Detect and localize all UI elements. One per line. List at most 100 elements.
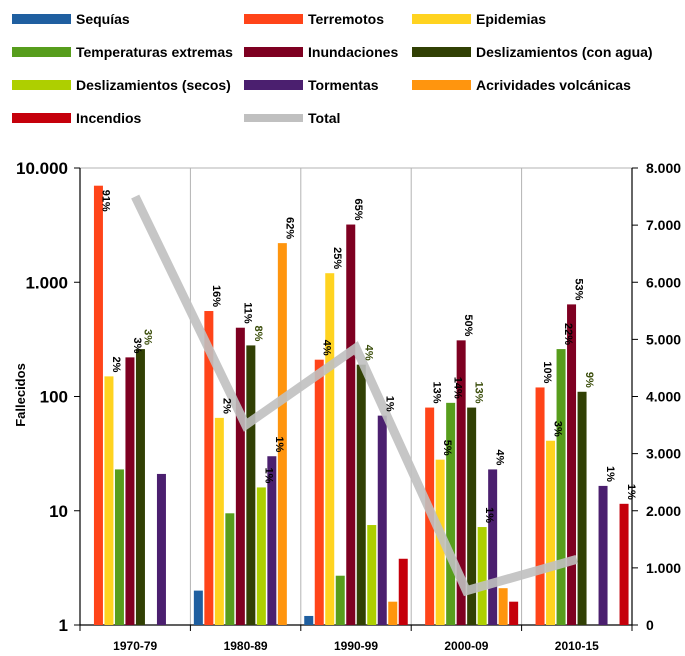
bar — [346, 224, 356, 625]
legend-label: Deslizamientos (secos) — [76, 77, 231, 93]
bar-label: 25% — [331, 247, 343, 269]
bar — [535, 387, 545, 625]
x-tick-label: 1970-79 — [113, 639, 157, 653]
bar-label: 1% — [262, 468, 274, 484]
y-tick-label: 100 — [40, 388, 68, 407]
bar-label: 50% — [462, 314, 474, 336]
y-tick-label: 1 — [59, 616, 68, 635]
bar — [156, 473, 166, 625]
bar-label: 8% — [252, 326, 264, 342]
legend-swatch — [244, 114, 303, 122]
bar — [456, 340, 466, 625]
y-tick-label: 10 — [49, 502, 68, 521]
bar — [556, 349, 566, 625]
legend-swatch — [12, 14, 71, 24]
y2-tick-label: 1.000 — [646, 560, 681, 576]
x-tick-label: 2000-09 — [444, 639, 488, 653]
legend-label: Inundaciones — [308, 44, 398, 60]
bar-label: 4% — [362, 345, 374, 361]
legend-label: Sequías — [76, 11, 130, 27]
bar-label: 1% — [483, 507, 495, 523]
y2-tick-label: 0 — [646, 617, 654, 633]
legend-label: Deslizamientos (con agua) — [476, 44, 653, 60]
bar — [619, 503, 629, 625]
bar-label: 65% — [352, 199, 364, 221]
legend-label: Tormentas — [308, 77, 379, 93]
bar — [335, 575, 345, 625]
bar — [256, 487, 266, 625]
bar-label: 1% — [604, 466, 616, 482]
bar — [467, 407, 477, 625]
total-series-line — [131, 194, 579, 597]
bar — [598, 485, 608, 625]
bar-label: 22% — [562, 323, 574, 345]
bar — [577, 391, 587, 625]
bar — [509, 601, 519, 625]
legend-swatch — [244, 47, 303, 57]
bar — [446, 402, 456, 625]
bar-label: 4% — [320, 340, 332, 356]
y2-tick-label: 4.000 — [646, 389, 681, 405]
bar — [235, 327, 245, 625]
legend-swatch — [244, 14, 303, 24]
bar — [546, 440, 556, 625]
x-tick-label: 1990-99 — [334, 639, 378, 653]
bar-label: 62% — [283, 217, 295, 239]
bar-label: 13% — [431, 382, 443, 404]
bar-label: 4% — [494, 450, 506, 466]
bar — [567, 304, 577, 625]
legend-label: Temperaturas extremas — [76, 44, 233, 60]
legend-swatch — [412, 80, 471, 90]
x-tick-label: 2010-15 — [555, 639, 599, 653]
bar-label: 1% — [383, 396, 395, 412]
legend-label: Total — [308, 110, 340, 126]
y2-tick-label: 5.000 — [646, 331, 681, 347]
total-line — [131, 194, 579, 597]
bar-label: 2% — [110, 356, 122, 372]
bar-label: 11% — [241, 302, 253, 324]
bar — [204, 311, 214, 625]
bar-label: 53% — [573, 278, 585, 300]
axes: 1 10 100 1.000 10.000 0 1.000 2.000 3.000 4.000 5.… — [16, 159, 681, 653]
bar — [267, 456, 277, 625]
y2-tick-label: 3.000 — [646, 446, 681, 462]
bar-label: 10% — [541, 361, 553, 383]
bar-label: 3% — [552, 421, 564, 437]
bar — [304, 615, 314, 625]
legend-swatch — [12, 113, 71, 123]
legend-swatch — [412, 47, 471, 57]
legend-swatch — [412, 14, 471, 24]
bar — [104, 376, 114, 625]
bar-label: 3% — [131, 337, 143, 353]
y2-tick-label: 8.000 — [646, 160, 681, 176]
bar — [314, 359, 324, 625]
bar — [477, 527, 487, 625]
legend-label: Terremotos — [308, 11, 384, 27]
bar-labels: 91%2%3%3%16%2%11%8%1%1%62%4%25%65%4%1%13… — [99, 190, 637, 524]
bar — [214, 417, 224, 625]
bar — [193, 590, 203, 625]
bar — [377, 415, 387, 625]
bars — [93, 185, 629, 625]
y2-tick-label: 2.000 — [646, 503, 681, 519]
bar — [388, 601, 398, 625]
bar — [356, 364, 366, 625]
legend: Sequías Terremotos Epidemias Temperaturas e… — [12, 11, 653, 126]
bar-label: 1% — [625, 484, 637, 500]
legend-label: Epidemias — [476, 11, 546, 27]
bar-label: 16% — [210, 285, 222, 307]
y-tick-label: 10.000 — [16, 159, 68, 178]
y-axis-label: Fallecidos — [13, 363, 28, 427]
y2-tick-label: 6.000 — [646, 274, 681, 290]
bar-label: 1% — [273, 436, 285, 452]
bar — [135, 349, 145, 625]
y2-tick-label: 7.000 — [646, 217, 681, 233]
legend-swatch — [244, 80, 303, 90]
bar — [277, 243, 287, 625]
legend-swatch — [12, 80, 71, 90]
bar-label: 13% — [473, 382, 485, 404]
bar — [498, 588, 508, 625]
bar — [488, 469, 498, 625]
bar-label: 9% — [583, 372, 595, 388]
